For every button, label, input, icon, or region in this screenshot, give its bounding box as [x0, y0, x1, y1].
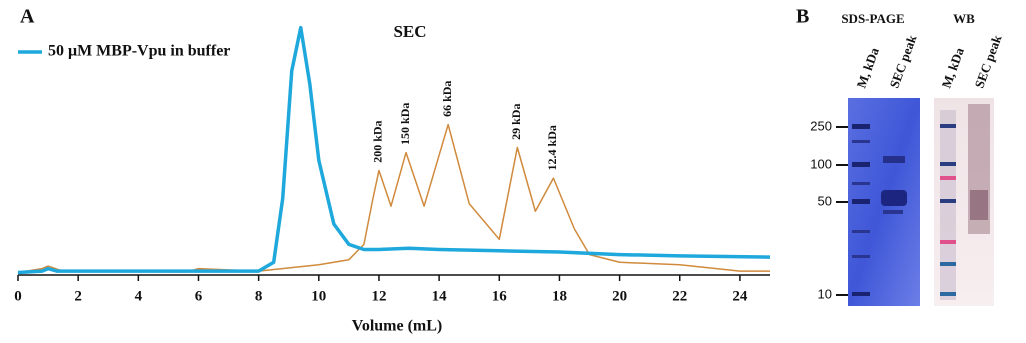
peak-annotation: 200 kDa — [371, 120, 385, 162]
x-tick-label: 8 — [255, 288, 263, 304]
line-series — [18, 28, 770, 273]
panel-label: A — [20, 6, 35, 28]
x-tick-label: 6 — [195, 288, 203, 304]
lane-label: M, kDa — [854, 45, 883, 90]
peak-annotation: 12.4 kDa — [545, 125, 559, 170]
x-tick-label: 24 — [732, 288, 748, 304]
panel-b: B SDS-PAGE WB — [796, 6, 1005, 306]
x-tick-label: 12 — [371, 288, 386, 304]
marker-label: 250 — [810, 118, 832, 133]
peak-annotation: 66 kDa — [440, 81, 454, 117]
peak-annotation: 29 kDa — [509, 104, 523, 140]
figure: A SEC Volume (mL) 0246810121416182022245… — [0, 0, 1026, 343]
lane-label: M, kDa — [939, 45, 968, 90]
x-axis-label: Volume (mL) — [352, 318, 443, 335]
marker-label: 100 — [810, 156, 832, 171]
gel-title: SDS-PAGE — [841, 11, 904, 26]
x-tick-label: 0 — [14, 288, 22, 304]
panel-label: B — [796, 6, 809, 28]
x-tick-label: 2 — [74, 288, 82, 304]
x-tick-label: 18 — [552, 288, 567, 304]
marker-label: 10 — [818, 286, 832, 301]
x-tick-label: 22 — [672, 288, 687, 304]
x-tick-label: 20 — [612, 288, 627, 304]
x-tick-label: 14 — [432, 288, 448, 304]
x-tick-label: 16 — [492, 288, 508, 304]
x-tick-label: 4 — [135, 288, 143, 304]
legend-label: 50 μM MBP-Vpu in buffer — [48, 43, 230, 60]
marker-label: 50 — [818, 193, 832, 208]
chart-title: SEC — [393, 22, 426, 41]
x-tick-label: 10 — [311, 288, 326, 304]
lane-label: SEC peak — [887, 32, 920, 90]
gel-title: WB — [953, 11, 975, 26]
peak-annotation: 150 kDa — [398, 103, 412, 145]
lane-label: SEC peak — [972, 32, 1005, 90]
